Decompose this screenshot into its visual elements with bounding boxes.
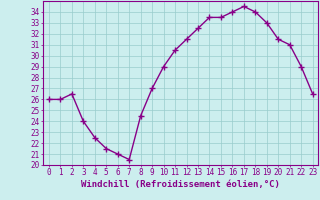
X-axis label: Windchill (Refroidissement éolien,°C): Windchill (Refroidissement éolien,°C) bbox=[81, 180, 280, 189]
